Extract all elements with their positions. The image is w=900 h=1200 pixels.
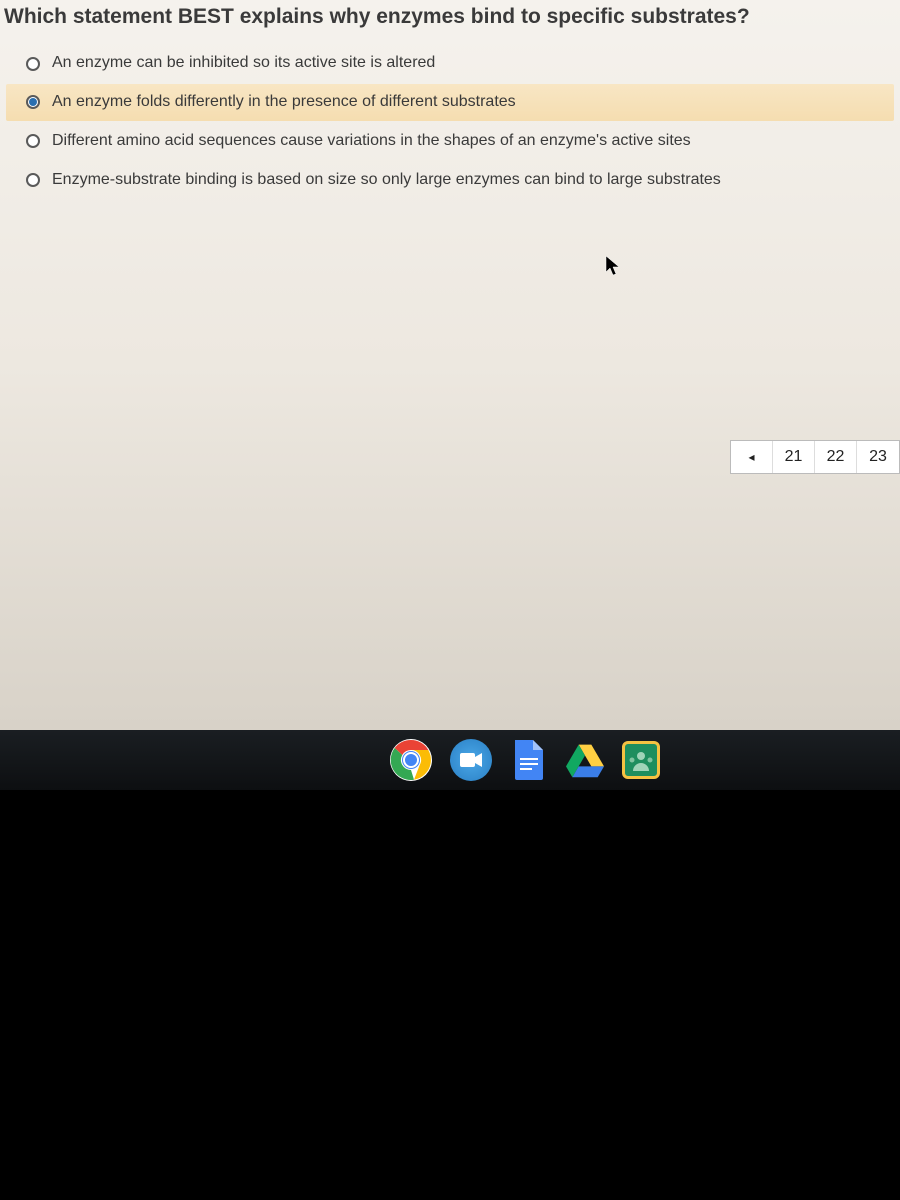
option-label: An enzyme folds differently in the prese…	[52, 92, 516, 113]
question-pager: ◂ 21 22 23	[730, 440, 900, 474]
docs-icon[interactable]	[510, 741, 548, 779]
option-label: Enzyme-substrate binding is based on siz…	[52, 170, 721, 191]
option-b[interactable]: An enzyme folds differently in the prese…	[6, 84, 894, 121]
option-label: An enzyme can be inhibited so its active…	[52, 53, 435, 74]
quiz-screen: Which statement BEST explains why enzyme…	[0, 0, 900, 730]
pager-page-21[interactable]: 21	[773, 441, 815, 473]
radio-icon	[26, 134, 40, 148]
option-label: Different amino acid sequences cause var…	[52, 131, 691, 152]
cursor-icon	[605, 255, 623, 284]
below-screen-black	[0, 790, 900, 1200]
radio-icon	[26, 95, 40, 109]
option-a[interactable]: An enzyme can be inhibited so its active…	[6, 45, 894, 82]
option-c[interactable]: Different amino acid sequences cause var…	[6, 123, 894, 160]
pager-page-22[interactable]: 22	[815, 441, 857, 473]
chrome-icon[interactable]	[390, 739, 432, 781]
drive-icon[interactable]	[566, 741, 604, 779]
video-chat-icon[interactable]	[450, 739, 492, 781]
classroom-icon[interactable]	[622, 741, 660, 779]
question-text: Which statement BEST explains why enzyme…	[0, 0, 900, 43]
radio-icon	[26, 173, 40, 187]
pager-prev-button[interactable]: ◂	[731, 441, 773, 473]
radio-icon	[26, 57, 40, 71]
pager-page-23[interactable]: 23	[857, 441, 899, 473]
option-d[interactable]: Enzyme-substrate binding is based on siz…	[6, 162, 894, 199]
taskbar	[0, 730, 900, 790]
